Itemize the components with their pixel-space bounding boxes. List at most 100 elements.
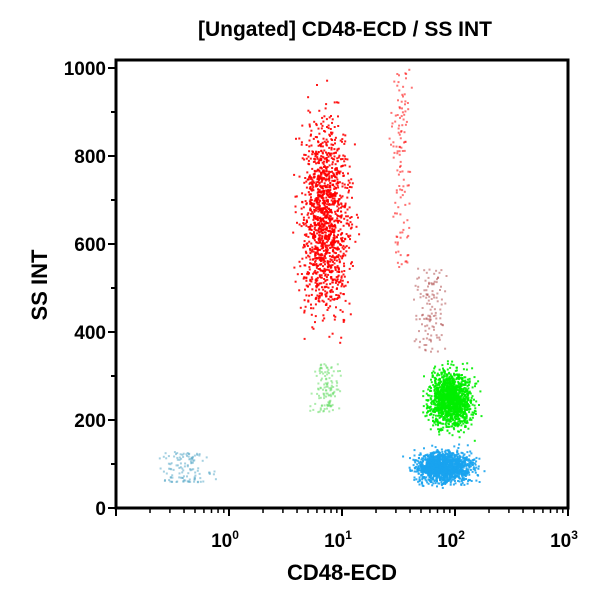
event-point: [329, 218, 331, 221]
event-point: [457, 468, 460, 471]
event-point: [460, 411, 463, 414]
event-point: [187, 472, 190, 475]
event-point: [449, 391, 451, 394]
event-point: [438, 408, 441, 411]
event-point: [318, 282, 321, 285]
event-point: [323, 222, 326, 225]
event-point: [455, 407, 458, 410]
event-point: [325, 392, 328, 395]
event-point: [441, 323, 444, 326]
event-point: [313, 152, 316, 155]
event-point: [436, 397, 439, 400]
event-point: [394, 201, 397, 204]
event-point: [441, 469, 444, 472]
event-point: [431, 347, 434, 350]
event-point: [423, 269, 426, 272]
event-point: [321, 177, 324, 180]
event-point: [432, 370, 435, 373]
event-point: [322, 261, 325, 264]
event-point: [400, 263, 403, 266]
event-point: [334, 267, 337, 270]
event-point: [459, 415, 462, 418]
event-point: [325, 103, 328, 106]
event-point: [451, 417, 454, 420]
event-point: [322, 272, 325, 275]
event-point: [309, 134, 312, 137]
event-point: [333, 220, 336, 223]
event-point: [313, 248, 316, 250]
event-point: [318, 231, 321, 234]
event-point: [438, 377, 441, 380]
event-point: [336, 205, 339, 208]
event-point: [467, 427, 470, 430]
event-point: [193, 454, 196, 457]
event-point: [316, 216, 319, 218]
event-point: [309, 223, 312, 226]
event-point: [346, 196, 349, 199]
event-point: [330, 208, 333, 211]
event-point: [320, 379, 323, 382]
event-point: [463, 395, 466, 398]
event-point: [460, 480, 463, 482]
event-point: [463, 465, 466, 468]
event-point: [346, 208, 349, 211]
event-point: [446, 401, 449, 404]
event-point: [328, 191, 331, 194]
event-point: [344, 204, 347, 207]
event-point: [318, 170, 321, 173]
event-point: [402, 118, 405, 121]
event-point: [434, 473, 437, 476]
event-point: [328, 400, 331, 403]
event-point: [325, 276, 328, 278]
event-point: [453, 428, 456, 431]
event-point: [321, 235, 324, 238]
event-point: [339, 309, 342, 312]
event-point: [340, 216, 343, 219]
event-point: [429, 409, 432, 412]
event-point: [431, 466, 434, 469]
event-point: [444, 471, 446, 474]
event-point: [336, 178, 339, 181]
event-point: [437, 462, 440, 465]
event-point: [458, 457, 461, 460]
event-point: [462, 419, 465, 422]
event-point: [415, 478, 418, 481]
event-point: [305, 279, 308, 282]
event-point: [338, 260, 341, 263]
event-point: [462, 388, 465, 391]
event-point: [474, 407, 477, 410]
event-point: [454, 466, 457, 469]
event-point: [333, 251, 336, 254]
event-point: [417, 472, 420, 475]
event-point: [339, 139, 342, 142]
event-point: [427, 394, 430, 397]
event-point: [447, 449, 450, 452]
event-point: [451, 465, 454, 468]
event-point: [434, 391, 437, 394]
event-point: [426, 481, 429, 484]
event-point: [312, 189, 315, 192]
event-point: [429, 428, 432, 431]
event-point: [421, 478, 424, 481]
event-point: [450, 387, 453, 390]
event-point: [312, 137, 315, 140]
event-point: [183, 465, 186, 468]
event-point: [328, 196, 331, 199]
event-point: [426, 458, 429, 461]
event-point: [325, 220, 328, 223]
event-point: [324, 290, 327, 293]
event-point: [326, 207, 329, 210]
event-point: [460, 384, 463, 387]
event-point: [333, 148, 336, 151]
event-point: [338, 258, 341, 261]
event-point: [436, 372, 439, 375]
event-point: [328, 335, 331, 338]
event-point: [325, 178, 328, 181]
event-point: [417, 285, 420, 288]
event-point: [454, 482, 457, 485]
event-point: [329, 182, 332, 185]
event-point: [334, 136, 337, 139]
event-point: [468, 466, 471, 469]
event-point: [319, 258, 322, 261]
event-point: [320, 150, 323, 152]
